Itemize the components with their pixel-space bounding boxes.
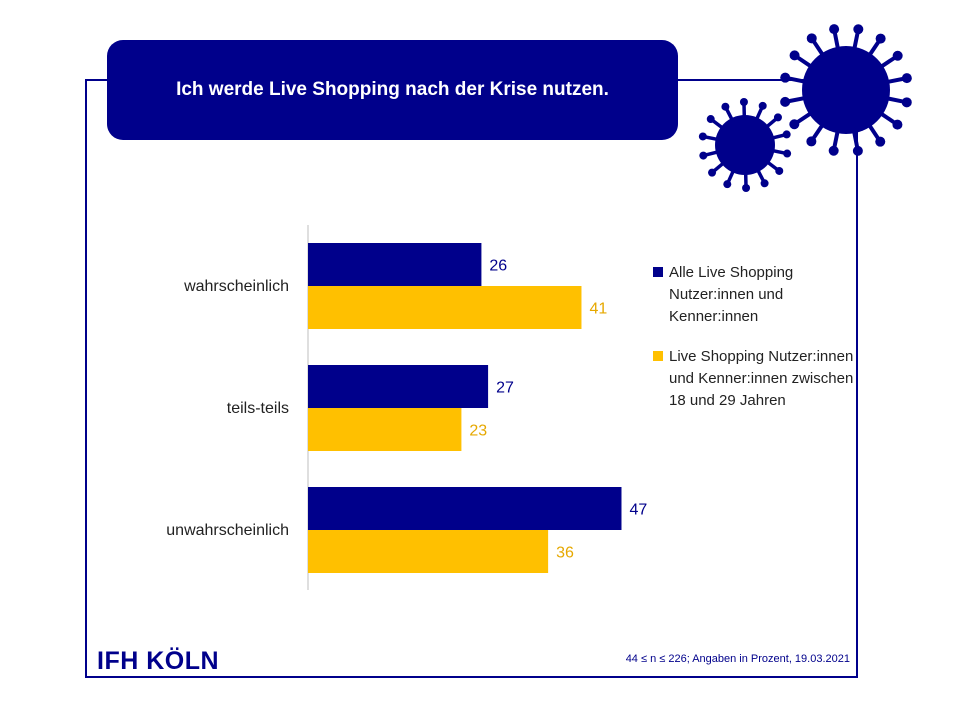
bar-series-2 bbox=[308, 286, 582, 329]
chart-title: Ich werde Live Shopping nach der Krise n… bbox=[176, 79, 609, 100]
virus-icon-small bbox=[698, 98, 792, 192]
legend: Alle Live Shopping Nutzer:innen und Kenn… bbox=[653, 262, 859, 430]
legend-item-series-1: Alle Live Shopping Nutzer:innen und Kenn… bbox=[653, 262, 859, 328]
bar-series-1 bbox=[308, 243, 482, 286]
bar-series-2 bbox=[308, 408, 462, 451]
data-label: 47 bbox=[629, 502, 647, 519]
legend-swatch-gold bbox=[653, 351, 663, 361]
title-banner: Ich werde Live Shopping nach der Krise n… bbox=[107, 40, 678, 140]
virus-icon-large bbox=[780, 24, 912, 156]
legend-item-series-2: Live Shopping Nutzer:innen und Kenner:in… bbox=[653, 346, 859, 412]
bar-series-1 bbox=[308, 365, 489, 408]
bar-series-2 bbox=[308, 530, 549, 573]
bar-series-1 bbox=[308, 487, 622, 530]
legend-label-series-2: Live Shopping Nutzer:innen und Kenner:in… bbox=[669, 348, 854, 409]
footnote: 44 ≤ n ≤ 226; Angaben in Prozent, 19.03.… bbox=[625, 653, 850, 665]
data-label: 27 bbox=[496, 380, 514, 397]
legend-label-series-1: Alle Live Shopping Nutzer:innen und Kenn… bbox=[669, 264, 794, 325]
category-label: wahrscheinlich bbox=[183, 278, 289, 295]
legend-swatch-navy bbox=[653, 267, 663, 277]
category-label: teils-teils bbox=[227, 400, 289, 417]
category-label: unwahrscheinlich bbox=[166, 522, 289, 539]
ifh-logo: IFH KÖLN bbox=[97, 647, 220, 675]
data-label: 26 bbox=[489, 258, 507, 275]
data-label: 23 bbox=[469, 423, 487, 440]
data-label: 41 bbox=[589, 301, 607, 318]
data-label: 36 bbox=[556, 545, 574, 562]
